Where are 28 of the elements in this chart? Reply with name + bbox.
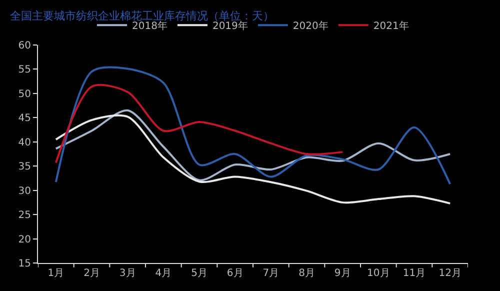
legend-label: 2019年: [212, 20, 248, 32]
y-tick-label: 40: [18, 137, 31, 148]
y-tick-label: 20: [18, 234, 31, 246]
x-tick-label: 11月: [402, 268, 426, 279]
x-tick-label: 2月: [84, 268, 100, 279]
x-tick-label: 7月: [262, 268, 280, 279]
x-tick-label: 12月: [438, 268, 462, 279]
legend-label: 2020年: [292, 20, 328, 32]
y-tick-label: 25: [18, 210, 31, 222]
x-tick-label: 6月: [226, 268, 244, 279]
x-tick-label: 10月: [367, 268, 390, 279]
chart-title: 全国主要城市纺织企业棉花工业库存情况（单位：天）: [10, 9, 274, 22]
x-tick-label: 8月: [298, 268, 315, 279]
y-tick-label: 35: [18, 162, 31, 173]
y-tick-label: 50: [18, 88, 31, 100]
x-tick-label: 1月: [48, 268, 64, 279]
y-tick-label: 45: [18, 113, 31, 124]
x-tick-label: 4月: [155, 268, 172, 279]
x-tick-label: 5月: [191, 268, 208, 279]
x-tick-label: 9月: [334, 268, 351, 279]
y-tick-label: 60: [18, 40, 31, 52]
y-tick-label: 30: [18, 186, 31, 197]
legend-label: 2021年: [373, 20, 409, 32]
y-tick-label: 55: [18, 64, 31, 76]
legend-label: 2018年: [132, 20, 168, 32]
y-tick-label: 15: [18, 258, 31, 270]
line-series: [54, 109, 452, 182]
x-tick-label: 3月: [119, 268, 136, 279]
